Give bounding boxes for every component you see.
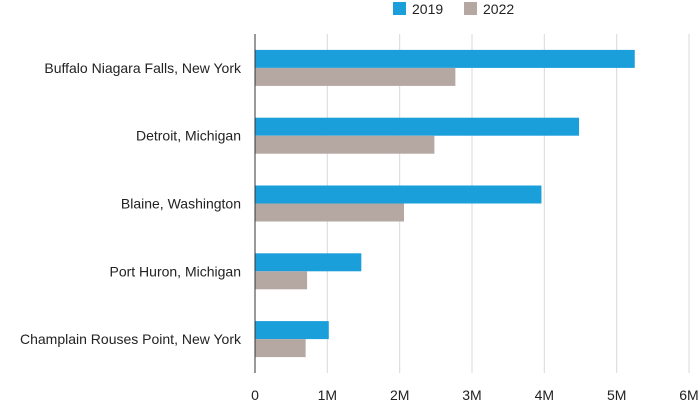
- legend-label: 2022: [483, 1, 514, 17]
- bar-2022: [255, 67, 456, 86]
- bar-2019: [255, 253, 362, 272]
- legend-swatch: [464, 2, 477, 15]
- category-label: Port Huron, Michigan: [109, 263, 241, 279]
- bar-2022: [255, 339, 306, 358]
- x-tick-label: 5M: [607, 387, 626, 403]
- category-label: Blaine, Washington: [121, 196, 241, 212]
- x-tick-label: 4M: [535, 387, 554, 403]
- category-label: Detroit, Michigan: [136, 128, 241, 144]
- legend-label: 2019: [412, 1, 443, 17]
- bar-2022: [255, 271, 308, 290]
- x-tick-label: 3M: [462, 387, 481, 403]
- x-tick-label: 1M: [318, 387, 337, 403]
- category-labels: Buffalo Niagara Falls, New York Detroit, …: [20, 60, 242, 347]
- bars: [255, 49, 635, 358]
- bar-2019: [255, 321, 329, 340]
- bar-2019: [255, 49, 635, 68]
- bar-2022: [255, 203, 405, 222]
- x-tick-label: 0: [251, 387, 259, 403]
- bar-2019: [255, 117, 580, 136]
- legend-swatch: [393, 2, 406, 15]
- legend: 2019 2022: [393, 1, 514, 17]
- x-tick-label: 2M: [390, 387, 409, 403]
- x-tick-labels: 0 1M 2M 3M 4M 5M 6M: [251, 387, 699, 403]
- bar-2019: [255, 185, 542, 204]
- category-label: Champlain Rouses Point, New York: [20, 331, 242, 347]
- category-label: Buffalo Niagara Falls, New York: [44, 60, 242, 76]
- x-tick-label: 6M: [679, 387, 698, 403]
- bar-2022: [255, 135, 435, 154]
